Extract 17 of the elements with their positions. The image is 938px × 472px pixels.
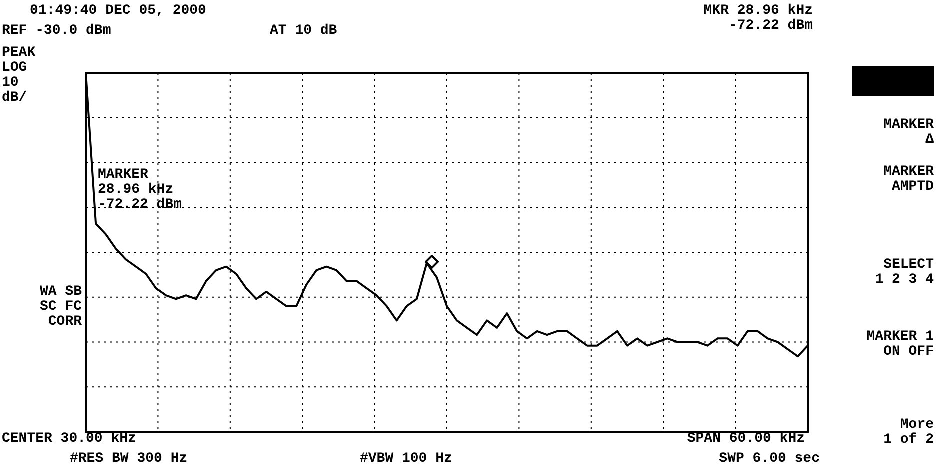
text: WA SB SC FC CORR xyxy=(40,284,82,330)
text: #VBW 100 Hz xyxy=(360,451,452,467)
text: #RES BW 300 Hz xyxy=(70,451,188,467)
annotation: MARKER 28.96 kHz -72.22 dBm xyxy=(98,167,182,213)
text: MARKER Δ xyxy=(884,117,934,148)
text: SWP 6.00 sec xyxy=(719,451,820,467)
text: MARKER 1 ON OFF xyxy=(866,329,934,360)
text: AT 10 dB xyxy=(270,23,338,39)
text: PEAK LOG 10 dB/ xyxy=(2,45,36,106)
annotation: SPAN 60.00 kHz xyxy=(687,431,805,447)
text: 01:49:40 DEC 05, 2000 xyxy=(30,3,206,19)
text: More 1 of 2 xyxy=(884,417,934,448)
annotation: CENTER 30.00 kHz xyxy=(2,431,136,447)
text: MARKER AMPTD xyxy=(884,164,934,195)
text: SELECT 1 2 3 4 xyxy=(875,257,934,288)
text: MKR 28.96 kHz -72.22 dBm xyxy=(704,3,813,34)
text: REF -30.0 dBm xyxy=(2,23,112,39)
